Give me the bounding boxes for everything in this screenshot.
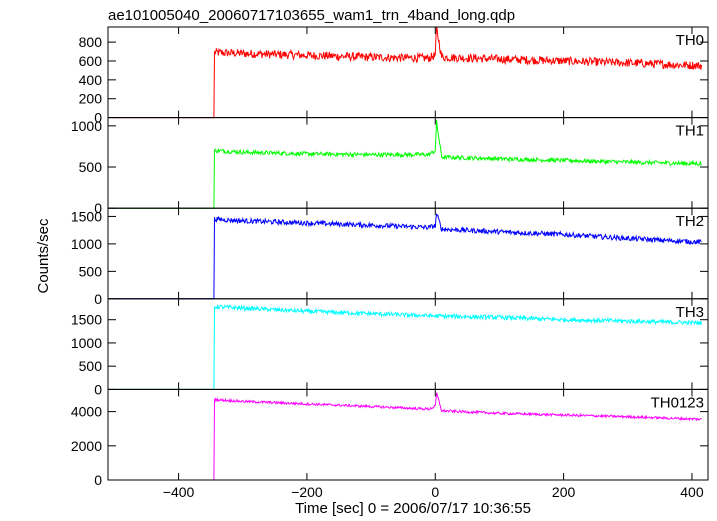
y-tick-label: 1000 — [71, 236, 102, 252]
panel-frame-TH0123 — [107, 388, 709, 481]
series-line-TH1 — [114, 119, 702, 209]
panel-frame-TH0 — [107, 26, 709, 119]
panel-label: TH2 — [676, 213, 704, 230]
chart-title: ae101005040_20060717103655_wam1_trn_4ban… — [108, 7, 515, 24]
y-tick-label: 0 — [94, 200, 102, 216]
series-line-TH3 — [114, 304, 703, 390]
panel-frame-TH3 — [107, 298, 709, 390]
x-tick-label: −400 — [163, 484, 195, 500]
y-tick-label: 0 — [94, 291, 102, 307]
y-tick-label: 1000 — [71, 335, 102, 351]
y-tick-label: 2000 — [71, 438, 102, 454]
panels: 0 200 400 600 800 TH0 0 500 1000 TH1 0 500 1000 1500 T… — [71, 26, 709, 500]
x-tick-label: 0 — [431, 484, 439, 500]
y-tick-label: 200 — [79, 91, 103, 107]
series-line-TH0 — [114, 26, 703, 119]
y-tick-label: 800 — [79, 34, 103, 50]
panel-label: TH1 — [676, 123, 704, 140]
y-tick-label: 600 — [79, 53, 103, 69]
y-tick-label: 1500 — [71, 208, 102, 224]
panel-label: TH3 — [676, 304, 704, 321]
y-tick-label: 400 — [79, 72, 103, 88]
x-axis-label: Time [sec] 0 = 2006/07/17 10:36:55 — [295, 500, 531, 516]
y-tick-label: 1000 — [71, 118, 102, 134]
x-tick-label: 200 — [552, 484, 576, 500]
y-tick-label: 500 — [79, 358, 103, 374]
y-axis-label: Counts/sec — [35, 218, 52, 294]
y-tick-label: 1500 — [71, 312, 102, 328]
y-tick-label: 500 — [79, 263, 103, 279]
panel-frame-TH2 — [107, 207, 709, 300]
series-line-TH2 — [114, 213, 702, 300]
y-tick-label: 0 — [94, 472, 102, 488]
y-tick-label: 0 — [94, 110, 102, 126]
x-tick-label: 400 — [680, 484, 704, 500]
panel-label: TH0 — [676, 32, 704, 49]
y-tick-label: 0 — [94, 381, 102, 397]
x-tick-label: −200 — [291, 484, 323, 500]
y-tick-label: 500 — [79, 159, 103, 175]
y-tick-label: 4000 — [71, 404, 102, 420]
panel-label: TH0123 — [651, 394, 704, 411]
series-line-TH0123 — [114, 392, 702, 481]
